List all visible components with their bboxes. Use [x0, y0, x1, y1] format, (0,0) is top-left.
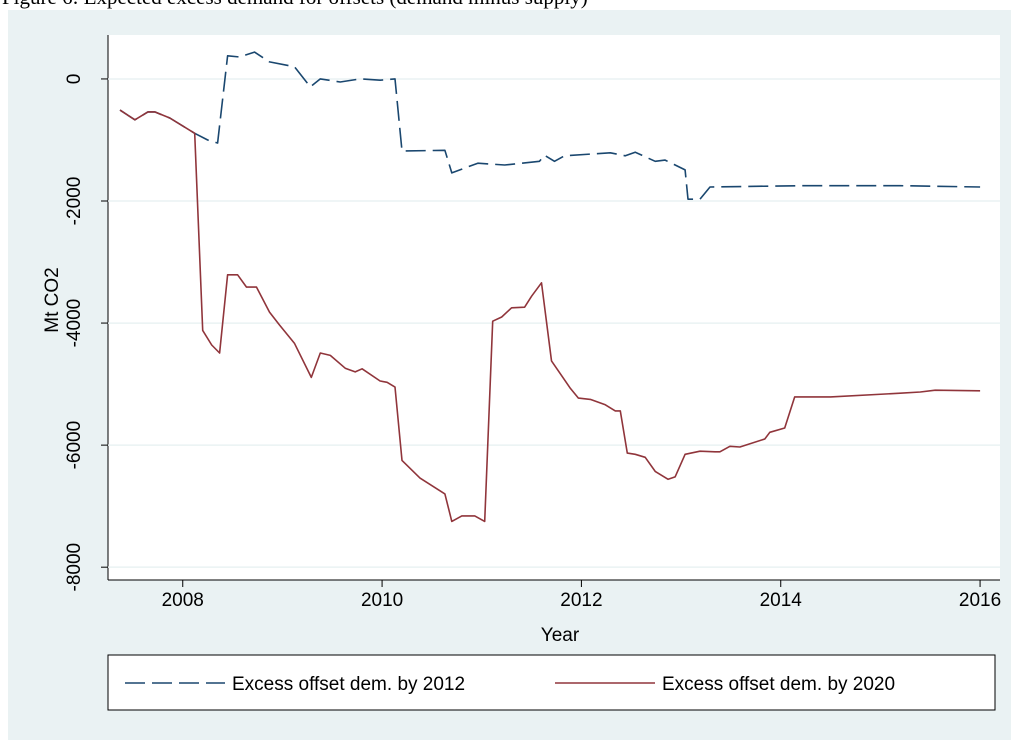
- x-tick-label: 2014: [760, 590, 803, 611]
- legend-box: [107, 654, 996, 711]
- y-tick-label: -6000: [64, 421, 85, 470]
- y-tick-label: -4000: [64, 299, 85, 348]
- y-tick-label: -2000: [64, 177, 85, 226]
- legend-label: Excess offset dem. by 2012: [232, 674, 465, 695]
- legend-label: Excess offset dem. by 2020: [662, 674, 895, 695]
- y-axis-label: Mt CO2: [42, 267, 63, 332]
- x-tick-label: 2012: [560, 590, 602, 611]
- chart-title: Figure 6: Expected excess demand for off…: [2, 0, 588, 9]
- x-tick-label: 2008: [162, 590, 204, 611]
- x-tick-label: 2016: [959, 590, 1001, 611]
- x-axis-label: Year: [541, 625, 580, 646]
- y-tick-label: -8000: [64, 543, 85, 592]
- series-line: [119, 109, 981, 523]
- y-tick-label: 0: [64, 74, 85, 85]
- series-line: [119, 51, 981, 200]
- x-tick-label: 2010: [361, 590, 403, 611]
- plot-area: [108, 35, 1000, 580]
